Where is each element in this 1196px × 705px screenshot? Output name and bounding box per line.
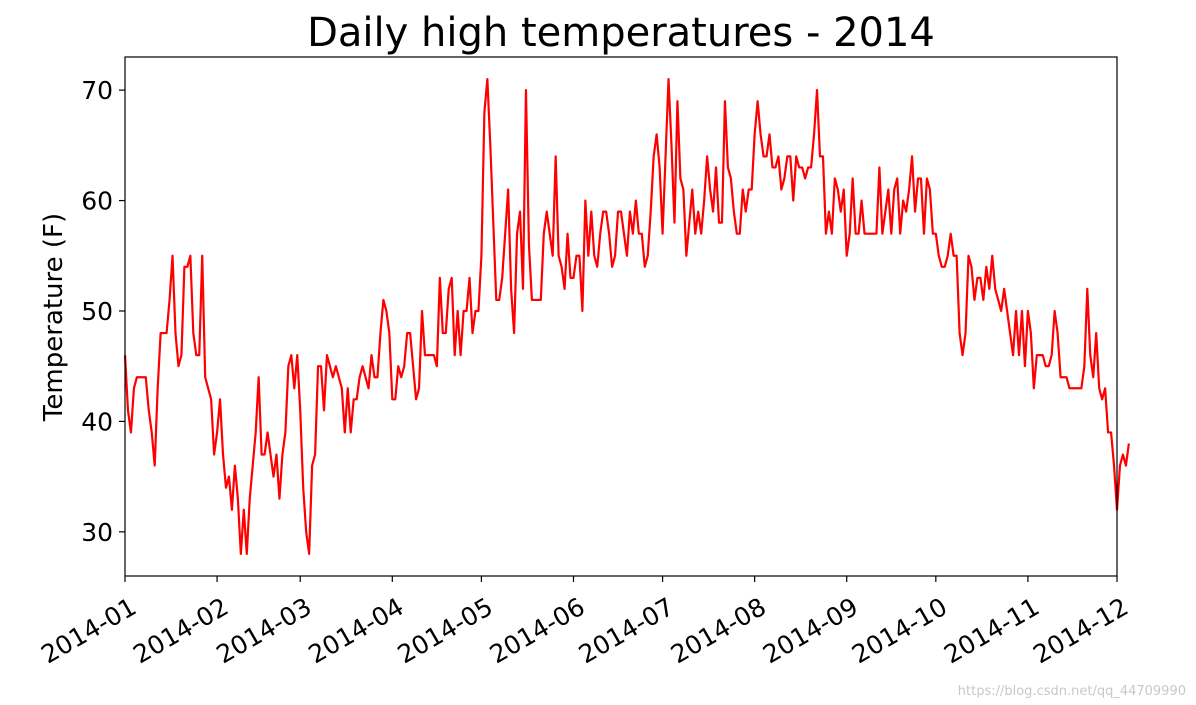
chart-title: Daily high temperatures - 2014 — [307, 10, 935, 56]
y-axis-ticks: 30 40 50 60 70 — [81, 76, 125, 547]
temperature-series-line — [123, 77, 1130, 556]
x-tick-label: 2014-01 — [36, 592, 141, 669]
x-tick-label: 2014-08 — [666, 592, 771, 669]
x-tick-label: 2014-05 — [393, 592, 498, 669]
x-tick-label: 2014-06 — [485, 592, 590, 669]
plot-frame — [124, 56, 1118, 577]
x-tick-label: 2014-04 — [304, 592, 409, 669]
x-tick-label: 2014-10 — [847, 592, 952, 669]
x-axis-ticks: 2014-012014-022014-032014-042014-052014-… — [36, 576, 1133, 669]
x-tick-label: 2014-02 — [128, 592, 233, 669]
x-tick-label: 2014-09 — [758, 592, 863, 669]
y-tick-label: 60 — [81, 187, 113, 216]
x-tick-label: 2014-07 — [574, 592, 679, 669]
y-axis-label: Temperature (F) — [39, 213, 69, 422]
y-tick-label: 50 — [81, 297, 113, 326]
x-tick-label: 2014-11 — [939, 592, 1044, 669]
y-tick-label: 70 — [81, 76, 113, 105]
x-tick-label: 2014-12 — [1028, 592, 1133, 669]
y-tick-label: 30 — [81, 518, 113, 547]
x-tick-label: 2014-03 — [211, 592, 316, 669]
y-tick-label: 40 — [81, 407, 113, 436]
watermark-text: https://blog.csdn.net/qq_44709990 — [957, 684, 1186, 699]
